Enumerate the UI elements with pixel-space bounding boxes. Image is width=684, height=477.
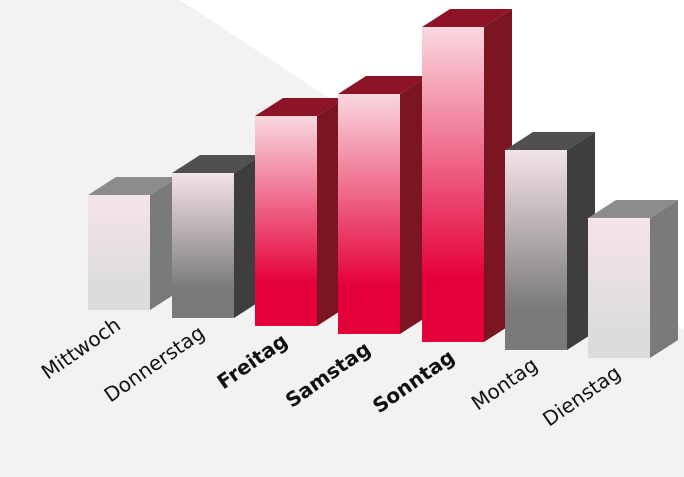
bar-top-face bbox=[422, 9, 512, 27]
bar-front-face bbox=[255, 116, 317, 326]
bar-sonntag bbox=[422, 9, 512, 342]
bars-layer bbox=[88, 9, 678, 358]
bar-front-face bbox=[338, 94, 400, 334]
bar-top-face bbox=[255, 98, 345, 116]
bar-side-face bbox=[400, 76, 428, 334]
bar-freitag bbox=[255, 98, 345, 326]
bar-front-face bbox=[88, 195, 150, 310]
bar-top-face bbox=[338, 76, 428, 94]
bar-top-face bbox=[88, 177, 178, 195]
bar-top-face bbox=[505, 132, 595, 150]
bar-montag bbox=[505, 132, 595, 350]
bar-front-face bbox=[588, 218, 650, 358]
bar-top-face bbox=[588, 200, 678, 218]
bar-front-face bbox=[505, 150, 567, 350]
bar-front-face bbox=[422, 27, 484, 342]
bar-donnerstag bbox=[172, 155, 262, 318]
bar-front-face bbox=[172, 173, 234, 318]
bar-side-face bbox=[150, 177, 178, 310]
bar-dienstag bbox=[588, 200, 678, 358]
bar-samstag bbox=[338, 76, 428, 334]
bar-side-face bbox=[650, 200, 678, 358]
bar-top-face bbox=[172, 155, 262, 173]
bar-mittwoch bbox=[88, 177, 178, 310]
